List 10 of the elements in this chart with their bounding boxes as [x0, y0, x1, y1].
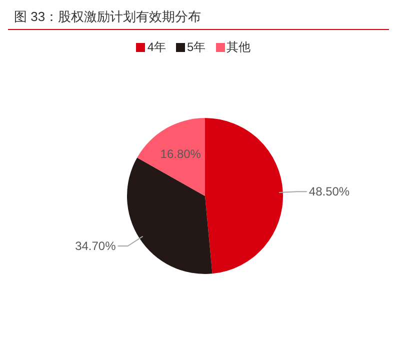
pie-slice [137, 118, 205, 196]
data-label: 16.80% [160, 147, 202, 162]
legend-label: 5年 [187, 40, 206, 54]
legend-label: 其他 [226, 40, 251, 54]
data-label: 48.50% [308, 184, 350, 199]
data-label: 34.70% [75, 239, 116, 254]
pie-slice [205, 118, 283, 274]
legend-label: 4年 [147, 40, 166, 54]
chart-title: 图 33：股权激励计划有效期分布 [8, 8, 389, 30]
pie-slice [127, 158, 212, 274]
